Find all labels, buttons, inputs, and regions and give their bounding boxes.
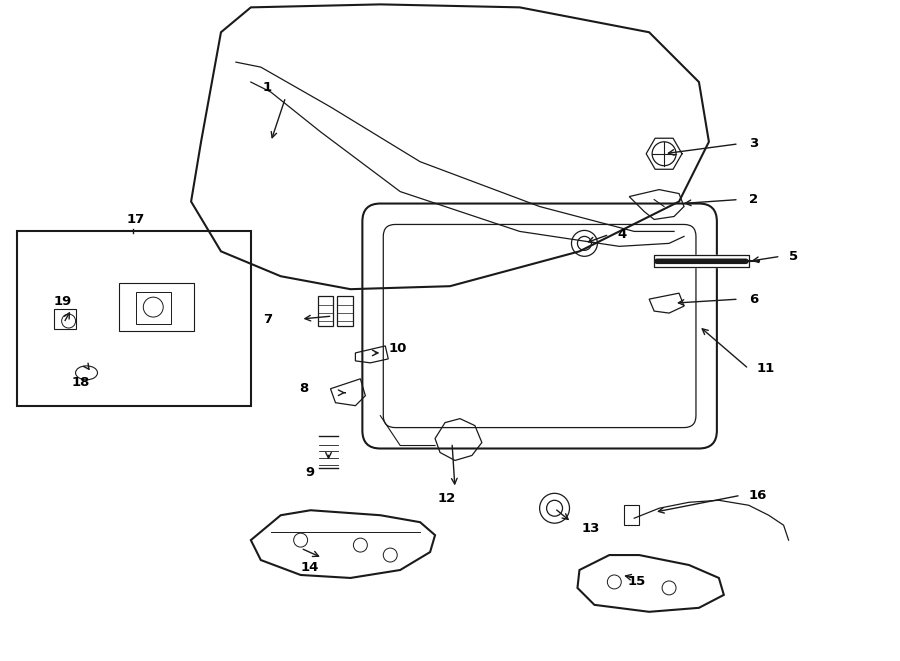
Text: 6: 6: [749, 293, 758, 305]
Bar: [338, 296, 354, 326]
Text: 19: 19: [54, 295, 72, 307]
Bar: [17, 231, 251, 406]
Text: 4: 4: [617, 228, 626, 241]
Bar: [654, 255, 749, 267]
Text: 7: 7: [263, 313, 272, 326]
Bar: [318, 296, 334, 326]
Text: 1: 1: [263, 81, 272, 93]
Text: 13: 13: [581, 522, 599, 535]
Bar: [654, 255, 749, 267]
Text: 9: 9: [306, 466, 315, 479]
Bar: [625, 505, 639, 525]
Text: 15: 15: [627, 576, 645, 588]
Text: 8: 8: [300, 382, 309, 395]
Text: 3: 3: [749, 137, 758, 150]
Bar: [54, 309, 76, 329]
Bar: [136, 292, 171, 324]
Text: 17: 17: [126, 213, 145, 226]
Text: 12: 12: [438, 492, 456, 505]
Bar: [120, 283, 194, 331]
Text: 16: 16: [749, 488, 767, 502]
Text: 5: 5: [788, 250, 797, 263]
Text: 14: 14: [301, 561, 319, 574]
Text: 10: 10: [388, 342, 407, 356]
Text: 2: 2: [749, 193, 758, 206]
Text: 18: 18: [72, 376, 90, 389]
Text: 11: 11: [757, 362, 775, 375]
